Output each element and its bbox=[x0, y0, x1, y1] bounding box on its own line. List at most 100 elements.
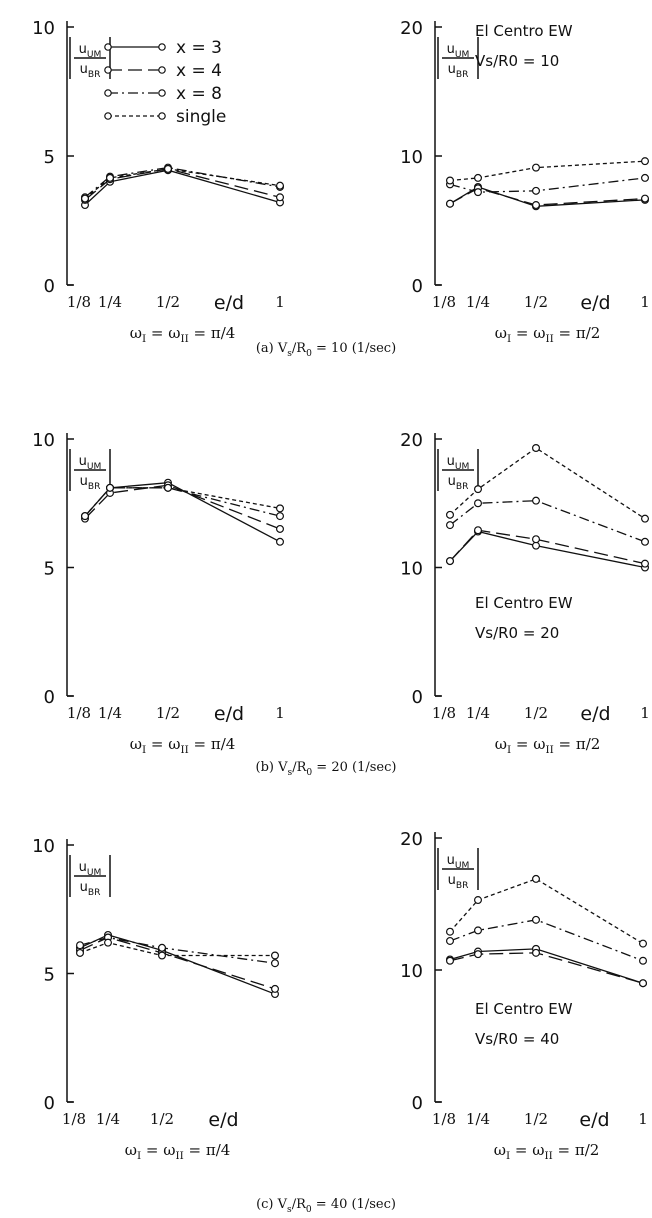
x-tick-label: 1/8 bbox=[67, 704, 91, 722]
subscript-text: UM bbox=[87, 868, 102, 878]
text-run: (c) V bbox=[256, 1197, 288, 1212]
text-run: = ω bbox=[511, 735, 545, 753]
data-point-marker bbox=[276, 504, 285, 513]
data-point-marker bbox=[446, 199, 455, 208]
y-tick-label: 0 bbox=[412, 687, 423, 708]
subscript-text: II bbox=[545, 744, 553, 756]
text-run: u bbox=[79, 454, 87, 469]
x-tick-label: 1/2 bbox=[524, 704, 548, 722]
subscript-text: II bbox=[175, 1150, 183, 1162]
x-tick-label: 1 bbox=[638, 1110, 648, 1128]
data-point-marker bbox=[75, 948, 84, 957]
y-label-denominator: uBR​ bbox=[448, 474, 469, 492]
data-point-marker bbox=[474, 173, 483, 182]
y-tick-label: 20 bbox=[400, 430, 423, 451]
legend-marker-right bbox=[158, 112, 166, 120]
data-point-marker bbox=[276, 512, 285, 521]
text-run: = ω bbox=[146, 324, 180, 342]
subscript-text: BR bbox=[88, 70, 101, 80]
series-line-x-3 bbox=[449, 530, 646, 569]
data-point-marker bbox=[474, 950, 483, 959]
data-point-marker bbox=[80, 194, 89, 203]
subscript-text: I bbox=[506, 1150, 510, 1162]
subscript-text: II bbox=[544, 1150, 552, 1162]
x-tick-label: 1/8 bbox=[432, 293, 456, 311]
x-tick-label: 1 bbox=[640, 704, 650, 722]
subscript-text: UM bbox=[87, 50, 102, 60]
data-point-marker bbox=[474, 485, 483, 494]
data-point-marker bbox=[103, 938, 112, 947]
data-point-marker bbox=[271, 959, 280, 968]
panel-subtitle: ωI​ = ωII​ = π/4 bbox=[130, 735, 236, 756]
x-tick-label: 1/2 bbox=[150, 1110, 174, 1128]
annotation-text: El Centro EW bbox=[475, 1000, 573, 1018]
annotation-text: El Centro EW bbox=[475, 594, 573, 612]
x-tick-label: 1/2 bbox=[156, 704, 180, 722]
x-axis-title: e/d bbox=[208, 1109, 238, 1131]
data-point-marker bbox=[638, 939, 647, 948]
data-point-marker bbox=[531, 874, 540, 883]
panel-subtitle: ωI​ = ωII​ = π/2 bbox=[495, 735, 601, 756]
subscript-text: UM bbox=[87, 462, 102, 472]
subscript-text: I bbox=[142, 333, 146, 345]
data-point-marker bbox=[531, 948, 540, 957]
panel-subtitle: ωI​ = ωII​ = π/2 bbox=[495, 324, 601, 345]
legend-label: x = 4 bbox=[176, 61, 222, 81]
x-tick-label: 1/2 bbox=[524, 1110, 548, 1128]
subscript-text: s bbox=[287, 1205, 292, 1215]
subscript-text: s bbox=[287, 349, 292, 359]
series-line-x-8 bbox=[449, 500, 646, 543]
subscript-text: 0 bbox=[306, 349, 312, 359]
data-point-marker bbox=[638, 956, 647, 965]
data-point-marker bbox=[640, 173, 649, 182]
data-point-marker bbox=[474, 526, 483, 535]
text-run: /R bbox=[292, 341, 307, 356]
y-tick-label: 10 bbox=[32, 430, 55, 451]
text-run: (a) V bbox=[256, 341, 288, 356]
figure-caption: (b) Vs​/R0​ = 20 (1/sec) bbox=[256, 760, 397, 778]
text-run: ω bbox=[130, 735, 142, 753]
text-run: u bbox=[80, 880, 88, 895]
text-run: u bbox=[448, 62, 456, 77]
subscript-text: BR bbox=[88, 482, 101, 492]
annotation-text: Vs/R0 = 40 bbox=[475, 1030, 559, 1048]
text-run: = 10 (1/sec) bbox=[312, 341, 396, 356]
x-tick-label: 1/8 bbox=[67, 293, 91, 311]
y-tick-label: 0 bbox=[412, 276, 423, 297]
text-run: ω bbox=[125, 1141, 137, 1159]
subscript-text: I bbox=[142, 744, 146, 756]
x-axis-title: e/d bbox=[580, 703, 610, 725]
panel-subtitle: ωI​ = ωII​ = π/4 bbox=[130, 324, 236, 345]
annotation-text: Vs/R0 = 20 bbox=[475, 624, 559, 642]
legend-marker-right bbox=[158, 89, 166, 97]
y-tick-label: 5 bbox=[44, 147, 55, 168]
data-point-marker bbox=[474, 896, 483, 905]
text-run: = ω bbox=[511, 324, 545, 342]
y-label-numerator: uUM​ bbox=[79, 454, 102, 472]
data-point-marker bbox=[531, 443, 540, 452]
data-point-marker bbox=[640, 194, 649, 203]
data-point-marker bbox=[446, 927, 455, 936]
subscript-text: II bbox=[180, 333, 188, 345]
series-line-x-8 bbox=[449, 919, 644, 962]
text-run: = π/4 bbox=[189, 324, 236, 342]
x-tick-label: 1/8 bbox=[62, 1110, 86, 1128]
data-point-marker bbox=[474, 188, 483, 197]
text-run: u bbox=[79, 860, 87, 875]
subscript-text: s bbox=[288, 768, 293, 778]
text-run: (b) V bbox=[256, 760, 289, 775]
text-run: /R bbox=[292, 760, 307, 775]
y-label-denominator: uBR​ bbox=[448, 62, 469, 80]
data-point-marker bbox=[164, 483, 173, 492]
subscript-text: 0 bbox=[306, 1205, 312, 1215]
data-point-marker bbox=[640, 157, 649, 166]
x-tick-label: 1/8 bbox=[432, 704, 456, 722]
data-point-marker bbox=[474, 499, 483, 508]
data-point-marker bbox=[531, 186, 540, 195]
data-point-marker bbox=[158, 943, 167, 952]
text-run: ω bbox=[495, 324, 507, 342]
